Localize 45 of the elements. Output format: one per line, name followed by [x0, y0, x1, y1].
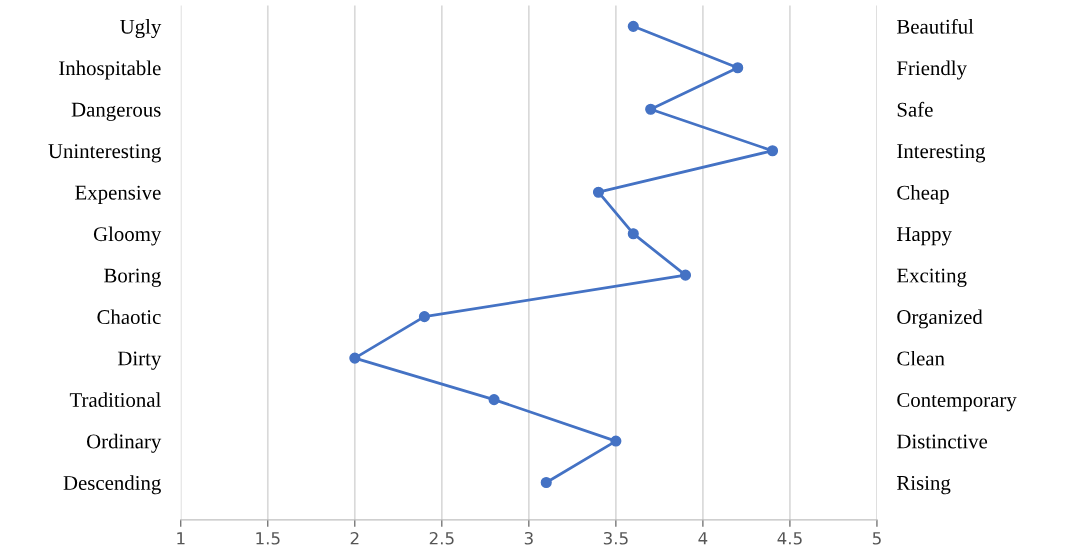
- y-tick-label: Boring: [104, 268, 161, 287]
- point: [732, 62, 744, 74]
- point: [766, 145, 779, 157]
- y2-tick-label: Happy: [896, 227, 952, 246]
- x-tick-label: 5: [872, 532, 881, 545]
- x-tick-label: 3.5: [603, 531, 628, 545]
- point: [610, 435, 622, 447]
- y2-tick-label: Rising: [896, 475, 951, 495]
- y-tick-label: Gloomy: [93, 226, 162, 246]
- y-tick-label: Inhospitable: [59, 60, 161, 80]
- x-tick-label: 3: [524, 531, 533, 545]
- y-tick-label: Chaotic: [97, 309, 161, 325]
- y-tick-label: Expensive: [75, 185, 161, 204]
- x-tick-label: 1.5: [256, 532, 280, 545]
- point: [488, 394, 500, 406]
- y2-tick-label: Clean: [897, 350, 945, 366]
- y-tick-label: Uninteresting: [48, 144, 161, 163]
- point: [627, 20, 639, 32]
- point: [418, 311, 430, 323]
- y-tick-label: Descending: [63, 475, 161, 495]
- y2-tick-label: Contemporary: [897, 393, 1017, 412]
- point: [645, 103, 657, 115]
- x-tick-label: 1: [177, 532, 185, 545]
- y2-tick-label: Organized: [897, 309, 983, 329]
- y-tick-label: Traditional: [69, 392, 161, 408]
- y-tick-label: Ordinary: [86, 433, 162, 453]
- y-tick-label: Dangerous: [71, 102, 161, 121]
- point: [679, 269, 692, 281]
- y2-tick-label: Cheap: [897, 185, 949, 204]
- y2-tick-label: Beautiful: [896, 18, 974, 34]
- x-tick-label: 4.5: [777, 532, 802, 545]
- y2-tick-label: Distinctive: [896, 434, 988, 449]
- x-tick-label: 2: [350, 531, 359, 545]
- y-tick-label: Ugly: [120, 19, 162, 39]
- point: [540, 476, 552, 489]
- point: [349, 352, 361, 364]
- y2-tick-label: Interesting: [897, 144, 986, 163]
- point: [627, 228, 639, 240]
- y2-tick-label: Safe: [897, 101, 933, 117]
- y-tick-label: Dirty: [117, 351, 162, 370]
- point: [592, 186, 605, 198]
- x-tick-label: 2.5: [429, 531, 454, 545]
- x-tick-label: 4: [698, 532, 708, 545]
- y2-tick-label: Exciting: [896, 268, 967, 287]
- y2-tick-label: Friendly: [896, 60, 967, 80]
